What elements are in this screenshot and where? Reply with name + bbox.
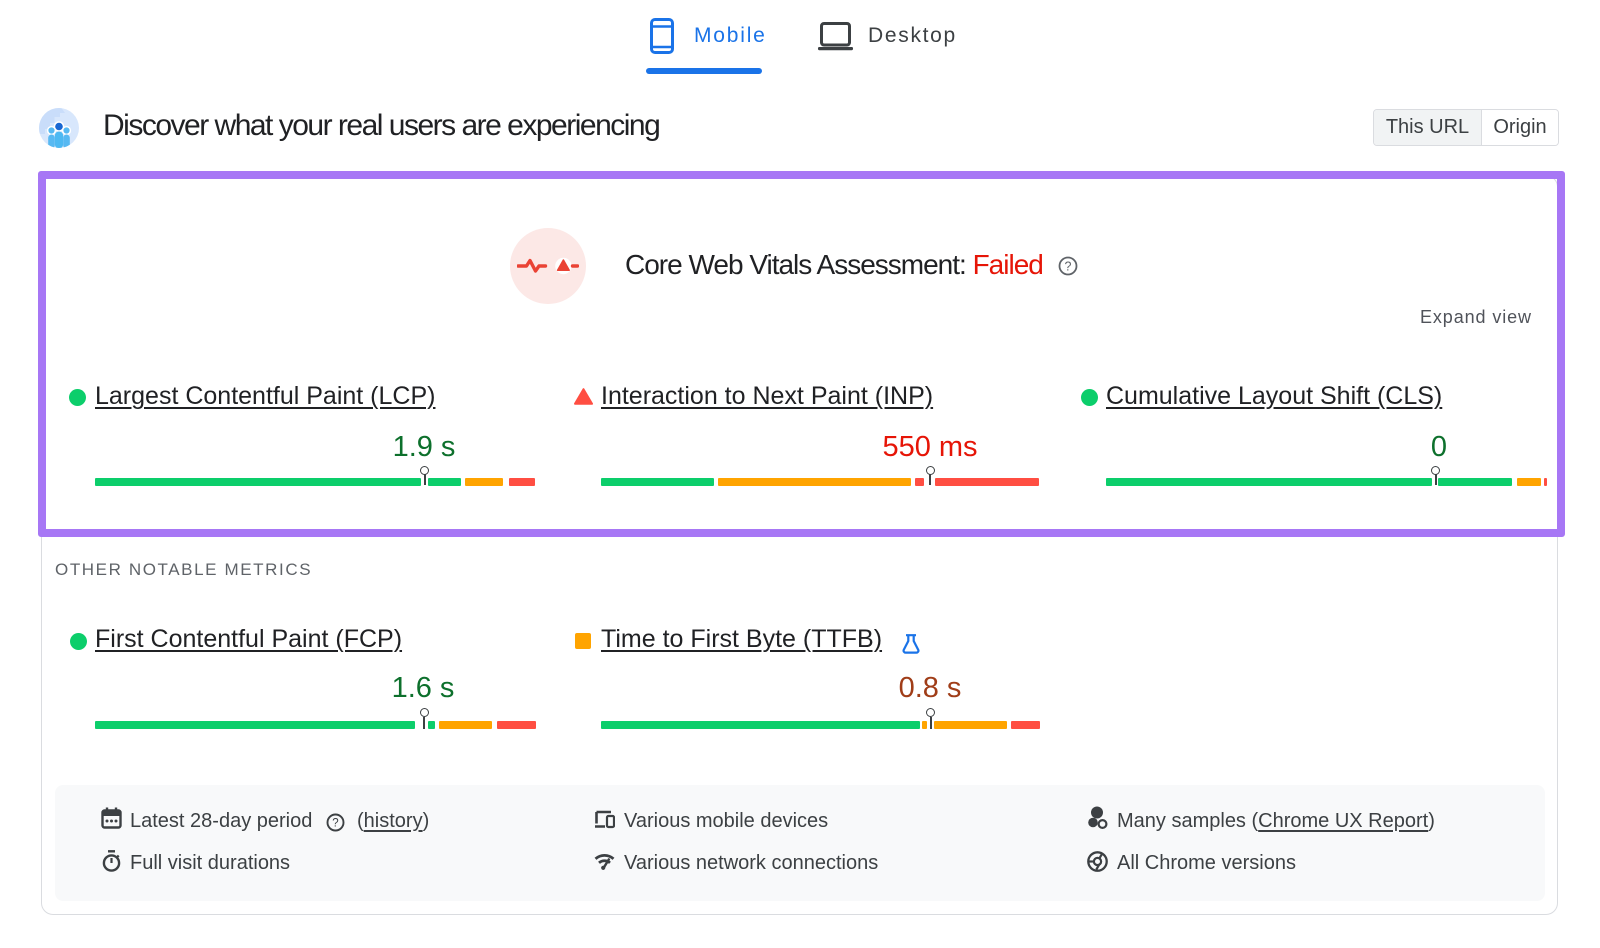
svg-text:?: ? (332, 818, 338, 830)
svg-text:?: ? (1065, 259, 1072, 273)
